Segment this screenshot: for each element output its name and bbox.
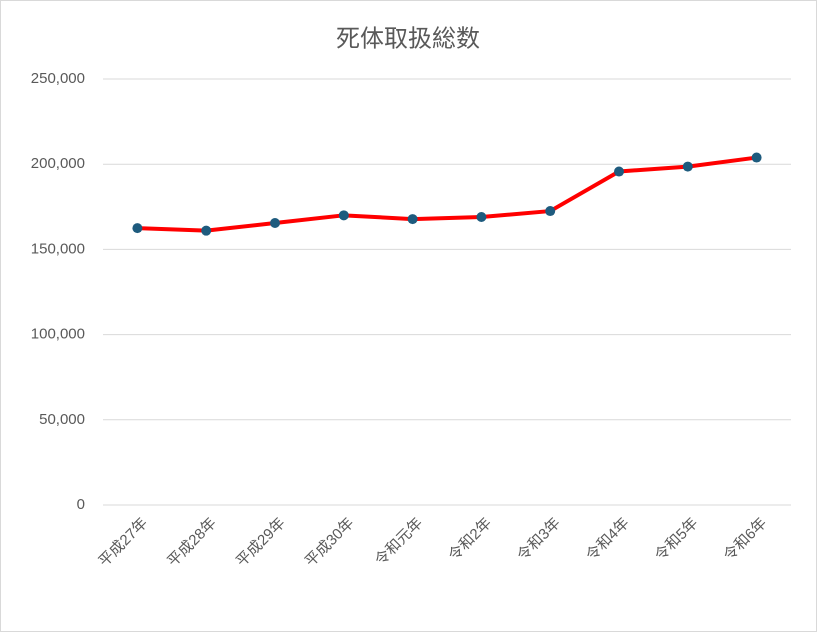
data-point: [751, 152, 762, 163]
data-point: [270, 217, 280, 228]
data-point: [545, 206, 556, 217]
data-point: [614, 166, 624, 177]
data-point: [476, 212, 487, 223]
data-point: [407, 214, 418, 225]
data-point: [132, 223, 143, 234]
data-point: [201, 225, 212, 236]
y-tick-label: 0: [77, 496, 85, 513]
y-tick-label: 100,000: [31, 326, 85, 343]
y-tick-label: 250,000: [31, 70, 85, 87]
data-line: [137, 155, 757, 233]
y-tick-label: 150,000: [31, 240, 85, 257]
y-tick-label: 50,000: [39, 411, 85, 428]
data-point: [682, 161, 693, 172]
y-tick-label: 200,000: [31, 155, 85, 172]
data-point: [338, 210, 349, 221]
chart-title: 死体取扱総数: [336, 25, 480, 52]
